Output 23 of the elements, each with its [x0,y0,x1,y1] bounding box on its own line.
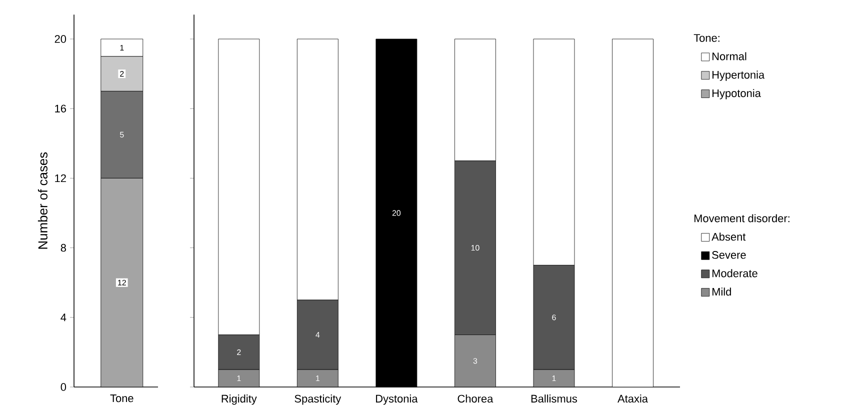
y-tick-label: 4 [60,314,66,322]
y-tick-label: 8 [60,244,66,252]
y-tick-label: 12 [55,174,66,182]
legend-label: Moderate [712,269,758,278]
y-tick-label: 0 [60,383,66,391]
legend-label: Normal [712,52,746,60]
x-tick-label: Chorea [458,394,494,403]
legend-title: Movement disorder: [694,214,790,222]
x-tick-label: Ballismus [531,394,578,403]
legend-label: Absent [712,232,746,241]
legend-label: Hypotonia [712,89,761,100]
y-tick-label: 16 [55,104,66,112]
legend-label: Severe [712,251,746,259]
x-tick-label: Tone [110,394,134,402]
legend-label: Hypertonia [712,70,765,81]
legend-label: Mild [712,288,731,296]
y-tick-label: 20 [54,35,66,43]
x-tick-label: Ataxia [618,394,648,403]
x-tick-label: Spasticity [294,394,342,405]
y-axis-title: Number of cases [38,152,48,249]
legend-title: Tone: [694,34,720,42]
x-tick-label: Dystonia [376,394,418,405]
x-tick-label: Rigidity [222,394,257,405]
